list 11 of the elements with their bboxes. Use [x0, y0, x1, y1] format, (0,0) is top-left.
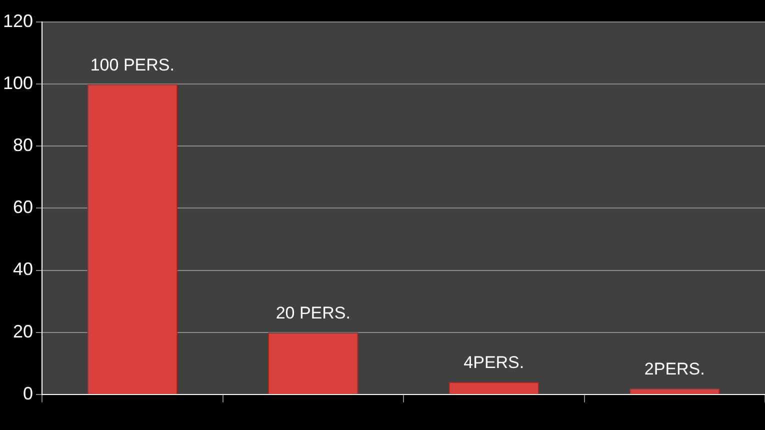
y-tick-label: 80 — [13, 135, 34, 156]
y-tick-label: 120 — [2, 10, 34, 31]
y-tick-label: 20 — [13, 321, 34, 342]
y-tick-label: 60 — [13, 197, 34, 218]
data-label: 2PERS. — [644, 359, 705, 378]
data-label: 4PERS. — [464, 353, 524, 372]
y-tick-label: 0 — [23, 383, 34, 404]
data-label: 100 PERS. — [90, 55, 174, 74]
y-tick-label: 40 — [13, 259, 34, 280]
y-tick-label: 100 — [2, 73, 34, 94]
data-label: 20 PERS. — [276, 304, 350, 323]
